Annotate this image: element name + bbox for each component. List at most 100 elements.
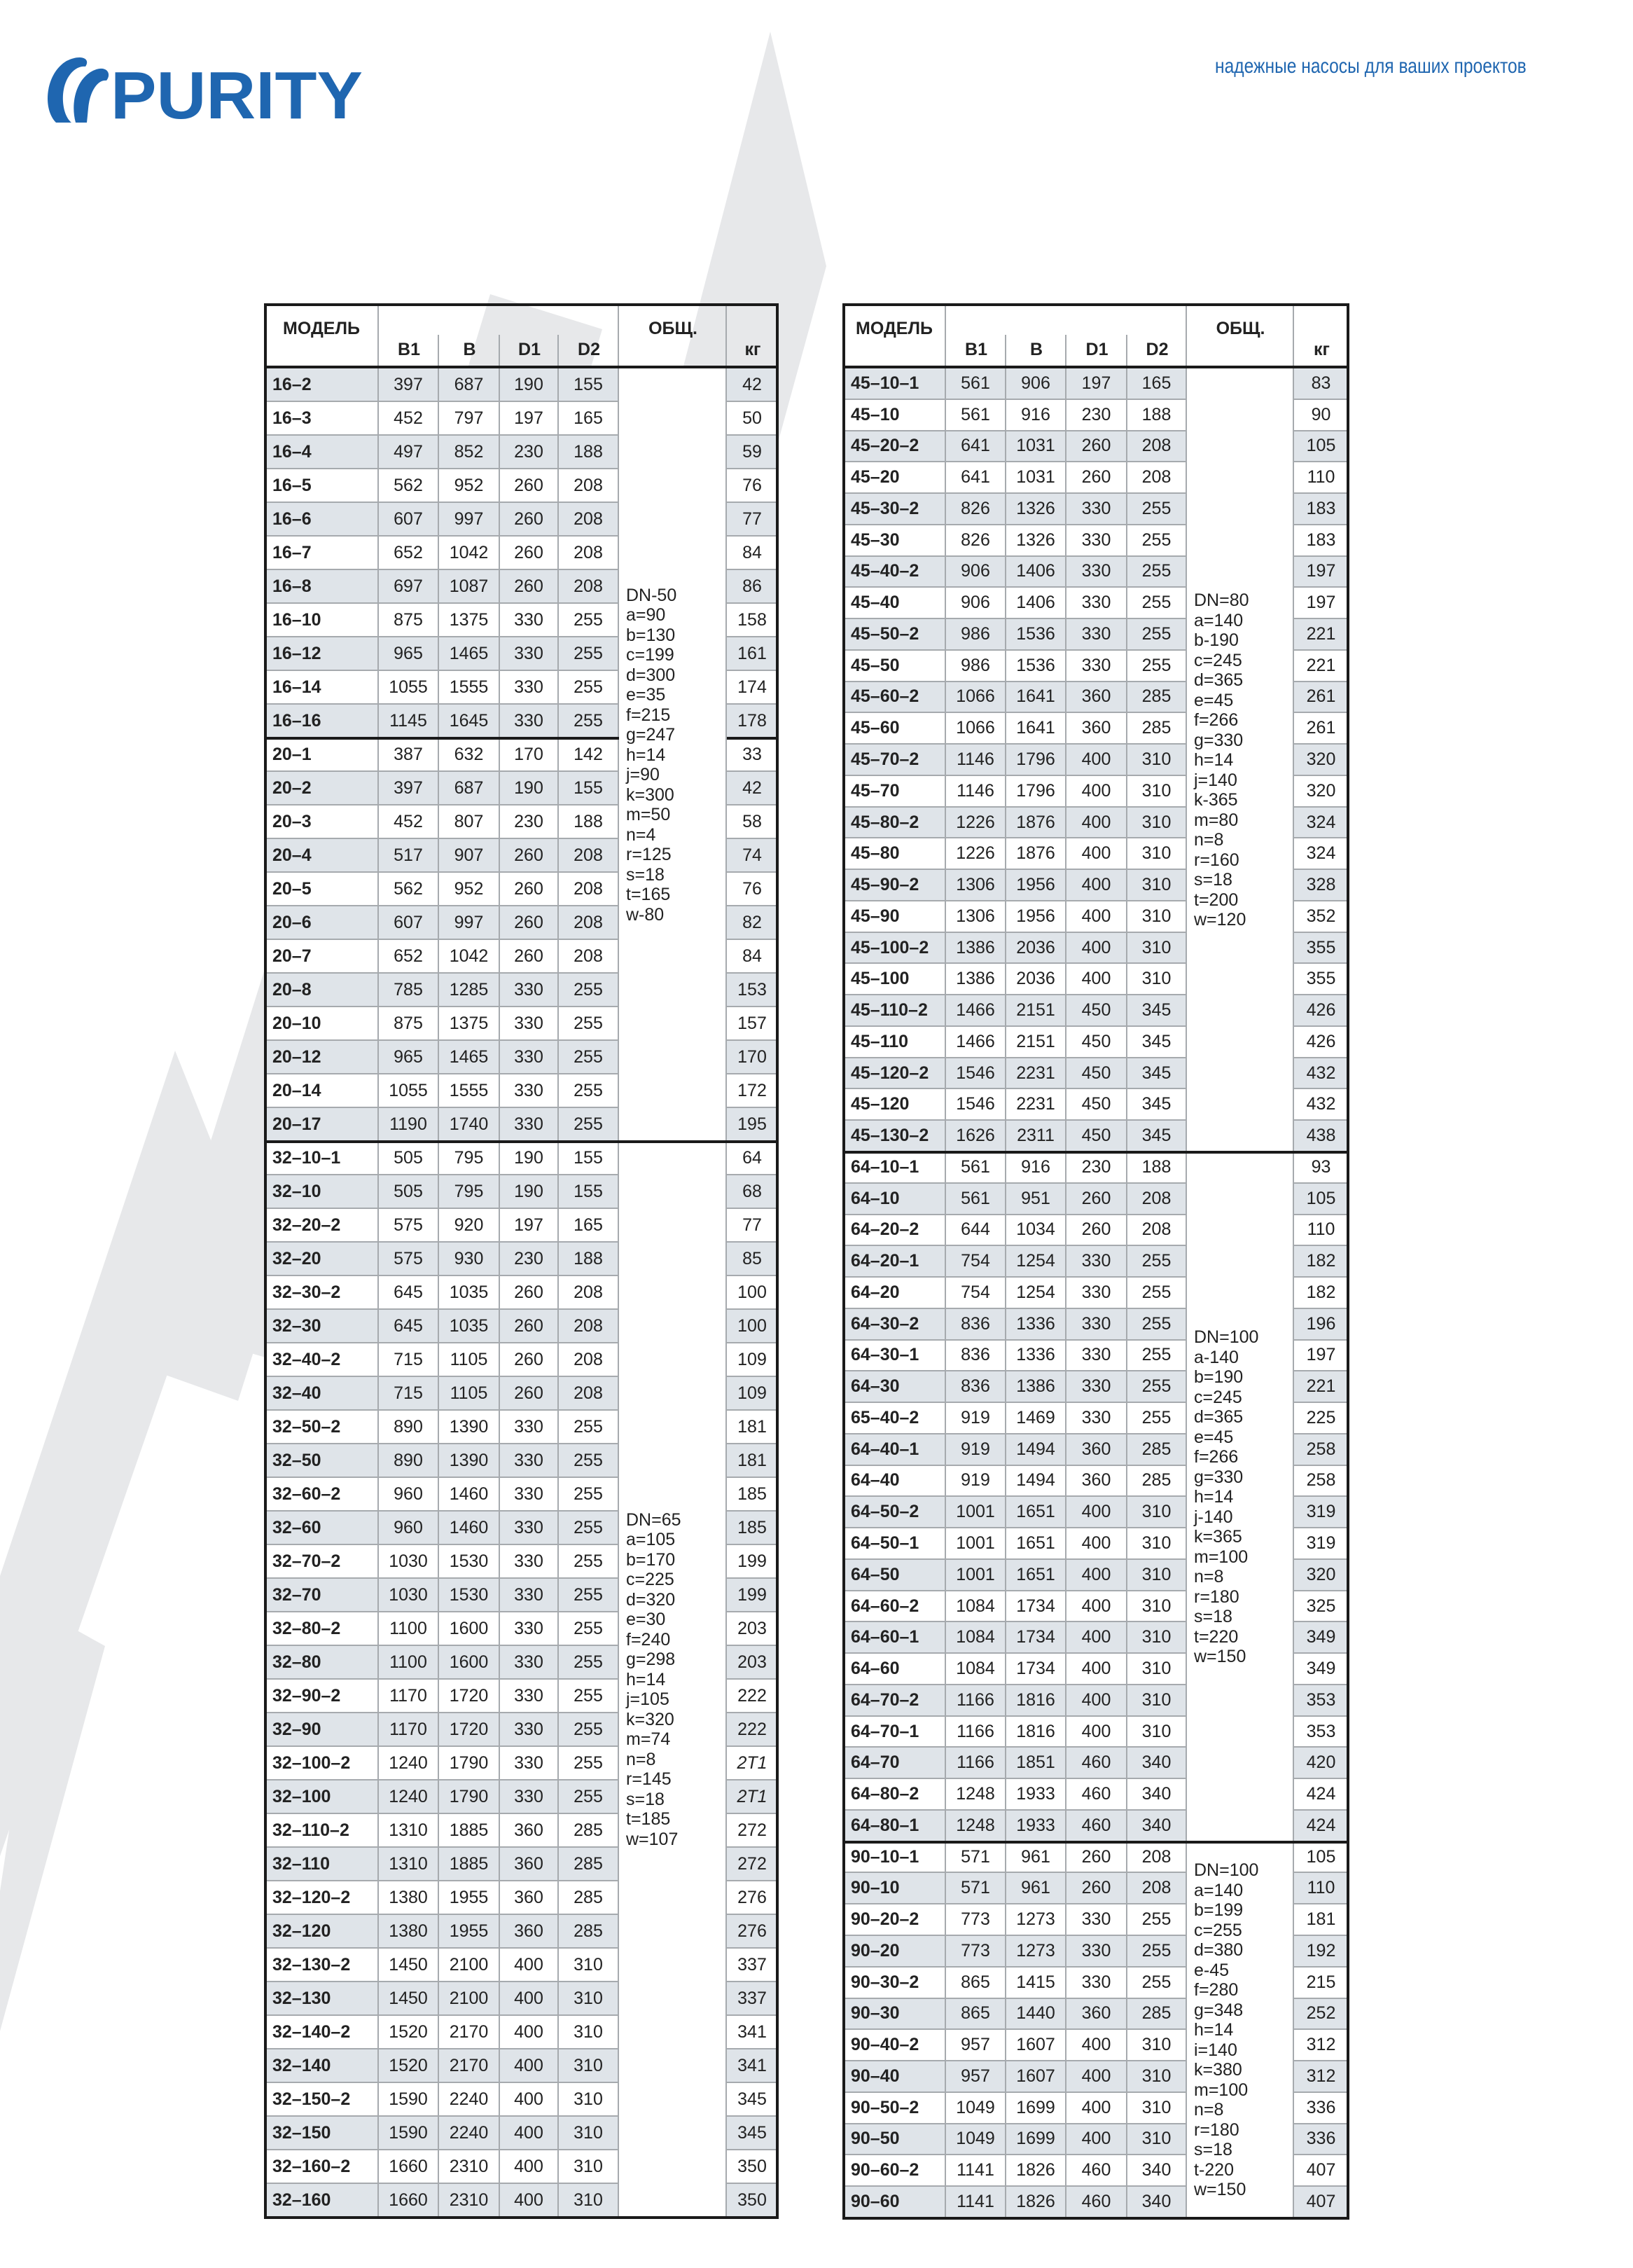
value-cell-b: 1465	[439, 1041, 500, 1074]
value-cell-b: 1876	[1006, 838, 1066, 871]
value-cell-d2: 310	[1127, 1559, 1187, 1591]
value-cell-d1: 360	[1066, 1465, 1127, 1498]
value-cell-d2: 310	[1127, 901, 1187, 933]
value-cell-d2: 310	[1127, 2030, 1187, 2062]
value-cell-b: 1390	[439, 1411, 500, 1444]
value-cell-b: 1031	[1006, 462, 1066, 495]
value-cell-d2: 208	[1127, 1183, 1187, 1215]
value-cell-b: 2231	[1006, 1058, 1066, 1090]
value-cell-weight: 110	[1294, 1215, 1349, 1247]
value-cell-d1: 330	[1066, 588, 1127, 620]
model-cell: 32–100–2	[264, 1747, 379, 1780]
value-cell-weight: 86	[727, 570, 779, 604]
value-cell-b: 1796	[1006, 775, 1066, 808]
value-cell-d2: 255	[1127, 1403, 1187, 1434]
model-cell: 32–70	[264, 1579, 379, 1612]
model-cell: 32–30–2	[264, 1276, 379, 1310]
value-cell-d1: 400	[500, 2117, 559, 2150]
value-cell-b1: 1166	[946, 1685, 1006, 1717]
value-cell-d1: 400	[1066, 1685, 1127, 1717]
dimension-line: k=300	[626, 784, 674, 805]
model-cell: 64–80–2	[842, 1779, 946, 1811]
model-cell: 64–70–1	[842, 1716, 946, 1748]
value-cell-b1: 1166	[946, 1716, 1006, 1748]
model-cell: 90–30–2	[842, 1967, 946, 1999]
value-cell-d2: 208	[559, 873, 619, 906]
dimension-line: g=330	[1194, 730, 1244, 750]
value-cell-d2: 345	[1127, 1089, 1187, 1121]
model-cell: 64–50–2	[842, 1497, 946, 1529]
value-cell-d1: 330	[1066, 525, 1127, 557]
value-cell-weight: 337	[727, 1982, 779, 2016]
value-cell-weight: 221	[1294, 619, 1349, 651]
value-cell-d1: 400	[500, 2150, 559, 2184]
value-cell-b1: 452	[379, 805, 439, 839]
value-cell-b: 2310	[439, 2150, 500, 2184]
value-cell-d2: 310	[1127, 745, 1187, 776]
value-cell-b: 1734	[1006, 1591, 1066, 1623]
value-cell-d1: 460	[1066, 1810, 1127, 1842]
value-cell-b1: 1590	[379, 2083, 439, 2117]
value-cell-weight: 272	[727, 1848, 779, 1881]
model-cell: 32–110–2	[264, 1814, 379, 1848]
model-cell: 20–4	[264, 839, 379, 873]
value-cell-b: 1415	[1006, 1967, 1066, 1999]
model-cell: 16–2	[264, 368, 379, 402]
value-cell-b: 961	[1006, 1873, 1066, 1905]
value-cell-d2: 208	[559, 1310, 619, 1343]
value-cell-d1: 400	[1066, 2092, 1127, 2124]
value-cell-b: 1469	[1006, 1403, 1066, 1434]
value-cell-b1: 1240	[379, 1780, 439, 1814]
dimension-line: DN=65	[626, 1509, 681, 1530]
model-cell: 64–50	[842, 1559, 946, 1591]
model-cell: 45–50–2	[842, 619, 946, 651]
value-cell-weight: 100	[727, 1276, 779, 1310]
model-cell: 45–70–2	[842, 745, 946, 776]
value-cell-b: 1956	[1006, 901, 1066, 933]
model-cell: 45–30–2	[842, 494, 946, 525]
value-cell-b: 1933	[1006, 1779, 1066, 1811]
value-cell-d2: 255	[559, 1444, 619, 1478]
dimension-line: h=14	[1194, 2020, 1234, 2040]
value-cell-b: 1494	[1006, 1465, 1066, 1498]
value-cell-d2: 188	[559, 805, 619, 839]
header-divider	[618, 303, 619, 367]
value-cell-weight: 203	[727, 1612, 779, 1646]
value-cell-b: 997	[439, 906, 500, 940]
model-cell: 32–10–1	[264, 1142, 379, 1175]
value-cell-b1: 865	[946, 1967, 1006, 1999]
dimension-line: k=380	[1194, 2060, 1242, 2080]
dimension-line: a-140	[1194, 1347, 1239, 1367]
value-cell-b: 1336	[1006, 1308, 1066, 1341]
dimension-line: DN-50	[626, 585, 677, 605]
value-cell-d1: 400	[1066, 964, 1127, 996]
value-cell-weight: 355	[1294, 964, 1349, 996]
value-cell-b: 1406	[1006, 556, 1066, 588]
value-cell-b: 1699	[1006, 2124, 1066, 2156]
value-cell-d1: 260	[1066, 1873, 1127, 1905]
dimension-line: g=298	[626, 1650, 676, 1670]
value-cell-weight: 185	[727, 1512, 779, 1545]
value-cell-d2: 208	[559, 469, 619, 503]
model-cell: 64–70–2	[842, 1685, 946, 1717]
value-cell-d2: 310	[1127, 1685, 1187, 1717]
dimension-line: b=130	[626, 625, 676, 645]
dimension-line: f=280	[1194, 1980, 1239, 2000]
value-cell-d1: 360	[1066, 1998, 1127, 2031]
dimension-line: j=105	[626, 1689, 669, 1710]
value-cell-weight: 221	[1294, 650, 1349, 682]
value-cell-b: 1035	[439, 1276, 500, 1310]
value-cell-b: 2240	[439, 2083, 500, 2117]
value-cell-d2: 255	[1127, 525, 1187, 557]
value-cell-weight: 84	[727, 940, 779, 974]
value-cell-b1: 652	[379, 940, 439, 974]
value-cell-d1: 450	[1066, 1026, 1127, 1058]
value-cell-weight: 182	[1294, 1246, 1349, 1278]
value-cell-b1: 645	[379, 1276, 439, 1310]
dimension-line: f=215	[626, 705, 671, 725]
value-cell-weight: 350	[727, 2184, 779, 2218]
value-cell-d1: 330	[500, 1007, 559, 1041]
value-cell-b1: 562	[379, 873, 439, 906]
dimension-line: s=18	[1194, 870, 1232, 890]
